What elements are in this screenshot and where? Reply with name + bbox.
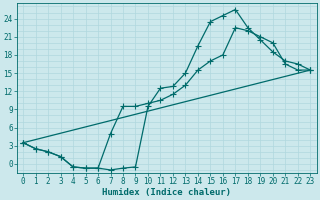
- X-axis label: Humidex (Indice chaleur): Humidex (Indice chaleur): [102, 188, 231, 197]
